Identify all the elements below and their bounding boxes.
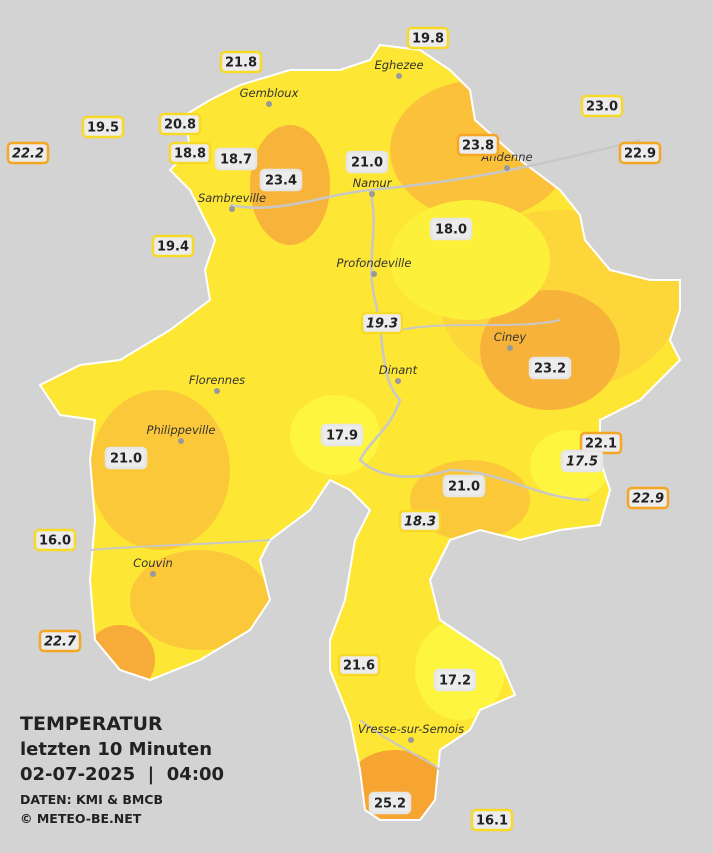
station-box bbox=[618, 141, 662, 165]
city-label: Florennes bbox=[189, 373, 245, 387]
station-temperature: 17.5 bbox=[566, 455, 598, 470]
station-temperature: 25.2 bbox=[374, 797, 406, 812]
station-box bbox=[406, 26, 450, 50]
station-temperature: 23.4 bbox=[265, 174, 297, 189]
city-dot bbox=[178, 438, 184, 444]
station-temperature: 21.0 bbox=[351, 156, 383, 171]
river bbox=[359, 319, 561, 771]
station-temperature: 22.9 bbox=[632, 492, 664, 507]
station-temperature: 21.8 bbox=[225, 56, 257, 71]
station-box bbox=[259, 168, 303, 192]
city-dot bbox=[229, 206, 235, 212]
river bbox=[229, 138, 641, 209]
station-temperature: 16.0 bbox=[39, 534, 71, 549]
city-dot bbox=[214, 388, 220, 394]
station-box bbox=[345, 150, 389, 174]
station-temperature: 19.5 bbox=[87, 121, 119, 136]
station-box bbox=[38, 629, 82, 653]
station-box bbox=[560, 449, 604, 473]
city-dot bbox=[408, 737, 414, 743]
station-temperature: 21.6 bbox=[343, 659, 375, 674]
city-label: Profondeville bbox=[337, 256, 412, 270]
station-box bbox=[360, 311, 404, 335]
station-temperature: 19.8 bbox=[412, 32, 444, 47]
city-label: Ciney bbox=[494, 330, 527, 344]
station-temperature: 18.7 bbox=[220, 153, 252, 168]
city-dot bbox=[396, 73, 402, 79]
station-temperature: 22.9 bbox=[624, 147, 656, 162]
river bbox=[89, 539, 271, 551]
station-box bbox=[456, 133, 500, 157]
city-label: Eghezee bbox=[374, 58, 423, 72]
station-temperature: 18.3 bbox=[404, 515, 436, 530]
station-box bbox=[158, 112, 202, 136]
station-temperature: 23.0 bbox=[586, 100, 618, 115]
station-box bbox=[337, 653, 381, 677]
station-box bbox=[429, 217, 473, 241]
station-temperature: 20.8 bbox=[164, 118, 196, 133]
city-label: Gembloux bbox=[240, 86, 299, 100]
station-temperature: 21.0 bbox=[448, 480, 480, 495]
credit: © METEO-BE.NET bbox=[20, 811, 142, 826]
station-box bbox=[104, 446, 148, 470]
city-dot bbox=[150, 571, 156, 577]
datetime: 02-07-2025 | 04:00 bbox=[20, 764, 224, 785]
station-box bbox=[320, 423, 364, 447]
station-box bbox=[433, 668, 477, 692]
city-label: Dinant bbox=[379, 363, 418, 377]
city-dot bbox=[507, 345, 513, 351]
station-temperature: 17.2 bbox=[439, 674, 471, 689]
city-dot bbox=[395, 378, 401, 384]
station-box bbox=[214, 147, 258, 171]
station-temperature: 19.3 bbox=[366, 317, 398, 332]
station-box bbox=[151, 234, 195, 258]
city-label: Namur bbox=[353, 176, 393, 190]
city-dot bbox=[369, 191, 375, 197]
station-box bbox=[470, 808, 514, 832]
subtitle: letzten 10 Minuten bbox=[20, 739, 212, 760]
city-label: Vresse-sur-Semois bbox=[358, 722, 464, 736]
city-dot bbox=[504, 165, 510, 171]
station-temperature: 22.1 bbox=[585, 437, 617, 452]
source: DATEN: KMI & BMCB bbox=[20, 792, 163, 807]
station-temperature: 17.9 bbox=[326, 429, 358, 444]
station-box bbox=[6, 141, 50, 165]
station-temperature: 18.8 bbox=[174, 147, 206, 162]
station-box bbox=[33, 528, 77, 552]
station-box bbox=[398, 509, 442, 533]
station-temperature: 19.4 bbox=[157, 240, 189, 255]
river bbox=[358, 189, 591, 502]
station-temperature: 22.7 bbox=[44, 635, 77, 650]
station-box bbox=[81, 115, 125, 139]
station-temperature: 22.2 bbox=[12, 147, 44, 162]
station-box bbox=[368, 791, 412, 815]
station-box bbox=[219, 50, 263, 74]
title: TEMPERATUR bbox=[20, 713, 163, 735]
station-box bbox=[528, 356, 572, 380]
station-temperature: 18.0 bbox=[435, 223, 467, 238]
station-box bbox=[626, 486, 670, 510]
station-box bbox=[580, 94, 624, 118]
city-dot bbox=[371, 271, 377, 277]
city-label: Philippeville bbox=[147, 423, 216, 437]
city-dot bbox=[266, 101, 272, 107]
station-temperature: 23.2 bbox=[534, 362, 566, 377]
station-temperature: 16.1 bbox=[476, 814, 508, 829]
city-label: Sambreville bbox=[198, 191, 266, 205]
station-box bbox=[442, 474, 486, 498]
station-temperature: 21.0 bbox=[110, 452, 142, 467]
station-box bbox=[168, 141, 212, 165]
city-label: Couvin bbox=[133, 556, 173, 570]
station-temperature: 23.8 bbox=[462, 139, 494, 154]
